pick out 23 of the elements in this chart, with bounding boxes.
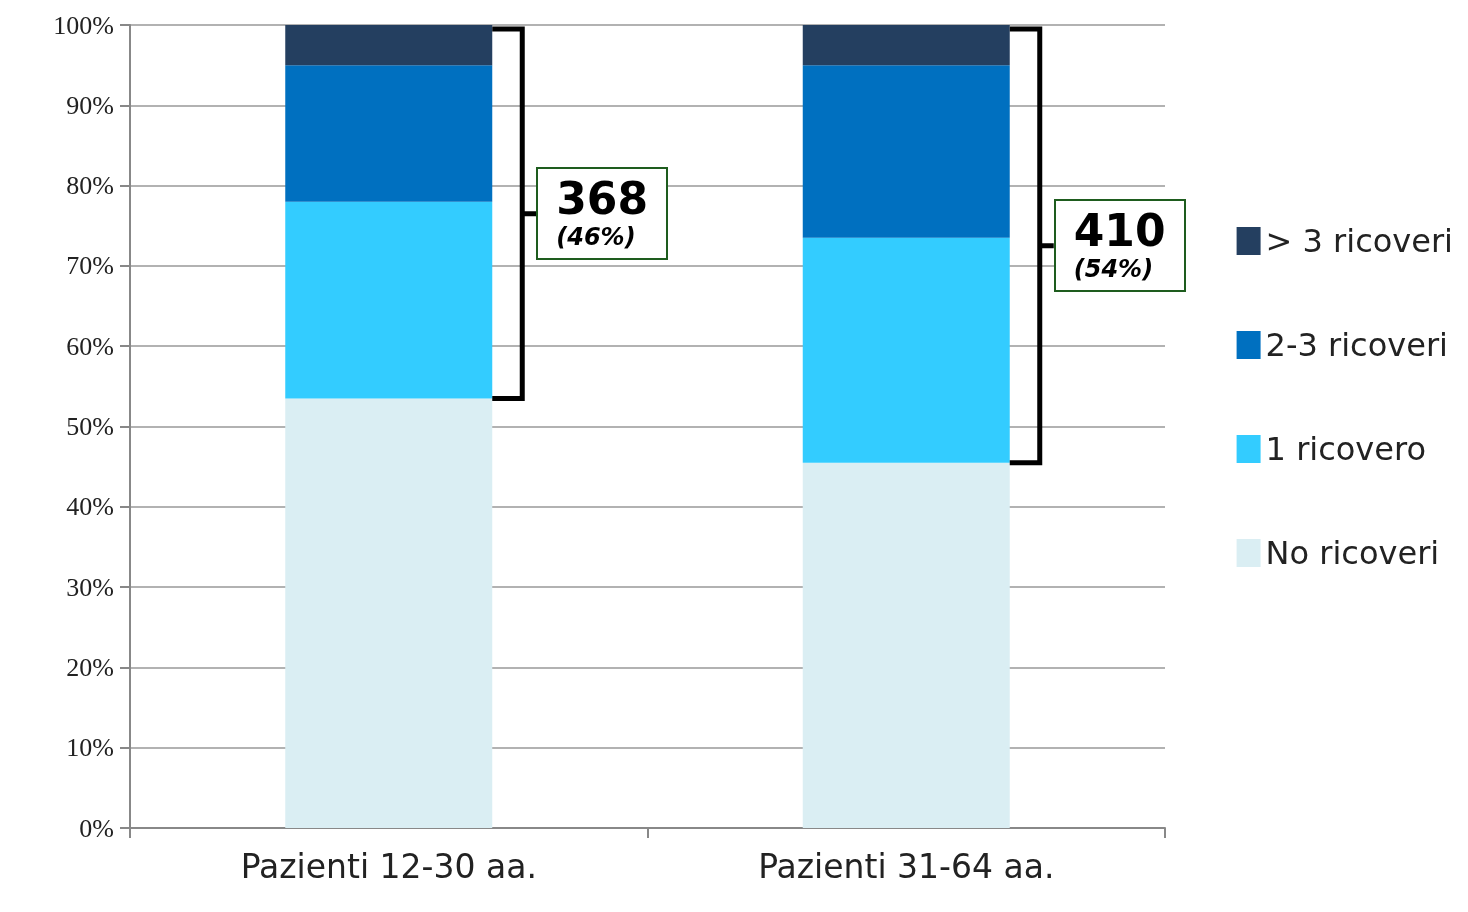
legend-label: 1 ricovero <box>1265 430 1426 468</box>
legend-label: No ricoveri <box>1265 534 1440 572</box>
y-tick-label: 100% <box>53 10 114 40</box>
y-tick-label: 80% <box>66 171 114 201</box>
y-tick-label: 30% <box>66 572 114 602</box>
bar <box>802 25 1010 66</box>
annotation: 410 (54%) <box>1073 205 1166 283</box>
y-tick-label: 50% <box>66 412 114 441</box>
bar <box>802 462 1010 828</box>
x-tick-label: Pazienti 12-30 aa. <box>240 847 537 886</box>
x-tick-label: Pazienti 31-64 aa. <box>758 847 1055 886</box>
y-tick-label: 40% <box>66 492 114 522</box>
legend-label: 2-3 ricoveri <box>1265 326 1448 364</box>
y-tick-label: 10% <box>66 733 114 763</box>
annotation: 368 (46%) <box>556 173 649 251</box>
y-tick-label: 0% <box>79 813 114 843</box>
y-tick-label: 70% <box>66 251 114 281</box>
y-tick-label: 60% <box>66 331 114 361</box>
y-tick-label: 90% <box>66 90 114 120</box>
bar <box>285 398 493 828</box>
legend-label: > 3 ricoveri <box>1265 222 1453 260</box>
y-tick-label: 20% <box>66 652 114 682</box>
bar <box>285 25 493 66</box>
